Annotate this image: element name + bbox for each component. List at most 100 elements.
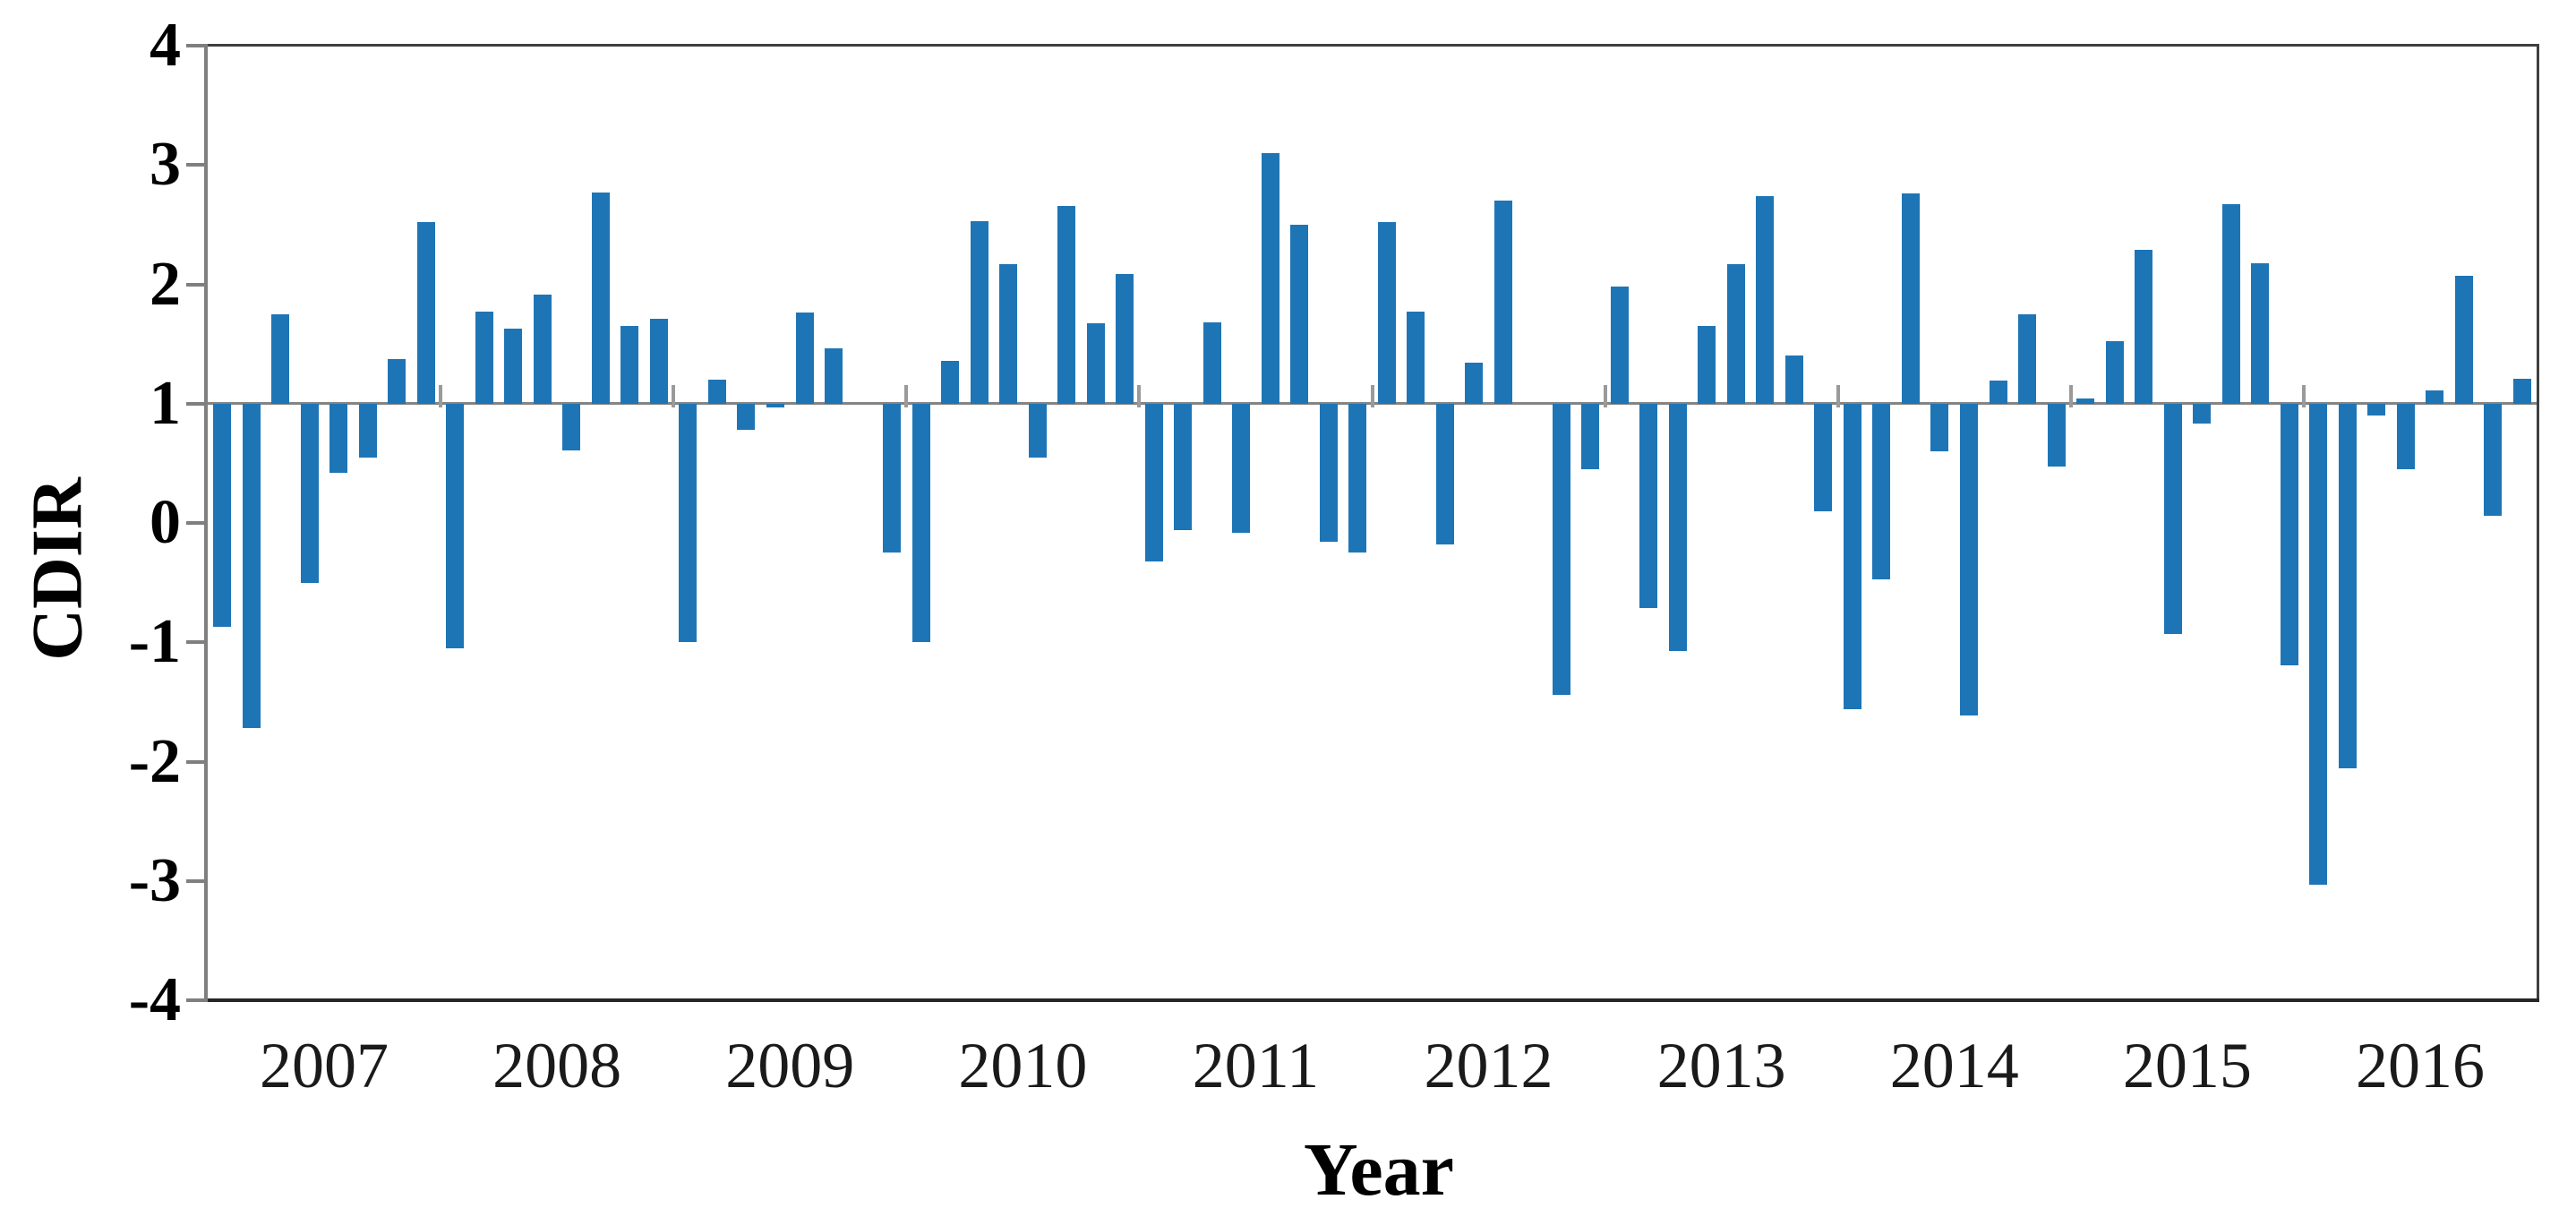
bar-2011-6 <box>1290 224 1309 404</box>
plot-border-top <box>205 44 2539 47</box>
bar-2007-8 <box>416 222 435 404</box>
x-tick-label-2008: 2008 <box>492 1030 622 1101</box>
bar-2016-1 <box>2309 403 2328 885</box>
x-tick-label-2013: 2013 <box>1656 1030 1786 1101</box>
y-tick-mark <box>186 282 206 287</box>
bar-2012-1 <box>1377 222 1396 404</box>
bar-2012-7 <box>1552 403 1570 695</box>
bar-2015-8 <box>2280 403 2298 665</box>
bar-2013-7 <box>1784 356 1803 404</box>
bar-2015-6 <box>2221 204 2240 404</box>
bar-2016-7 <box>2484 403 2503 516</box>
y-tick-mark <box>186 401 206 406</box>
bar-2014-5 <box>1960 403 1978 715</box>
bar-2015-2 <box>2105 341 2124 404</box>
x-tick-label-2012: 2012 <box>1424 1030 1553 1101</box>
y-tick-mark <box>186 640 206 645</box>
plot-area <box>208 46 2537 1000</box>
bar-2007-4 <box>300 403 319 583</box>
bar-2014-4 <box>1930 403 1949 452</box>
bar-2010-6 <box>1057 205 1076 404</box>
x-axis-title: Year <box>1304 1128 1454 1212</box>
bar-2010-3 <box>970 220 988 404</box>
y-tick-label: 3 <box>150 130 181 200</box>
bar-2008-2 <box>475 312 493 404</box>
y-tick-label: 0 <box>150 488 181 557</box>
bar-2011-7 <box>1319 403 1338 543</box>
bar-2007-6 <box>358 403 377 458</box>
y-tick-label: 1 <box>150 368 181 438</box>
bar-2008-8 <box>649 319 668 404</box>
year-boundary-tick <box>1836 384 1840 407</box>
bar-2011-8 <box>1348 403 1367 553</box>
y-tick-label: -3 <box>128 845 181 915</box>
year-boundary-tick <box>2301 384 2306 407</box>
bar-2014-2 <box>1872 403 1891 579</box>
bar-2011-5 <box>1261 152 1279 404</box>
bar-2015-4 <box>2163 403 2182 634</box>
bar-2013-1 <box>1610 287 1629 404</box>
bar-2008-6 <box>591 192 610 404</box>
y-tick-mark <box>186 163 206 167</box>
year-boundary-tick <box>904 384 909 407</box>
y-tick-mark <box>186 44 206 47</box>
bar-2014-7 <box>2018 313 2037 404</box>
y-tick-label: 2 <box>150 249 181 319</box>
bar-2015-5 <box>2193 403 2212 424</box>
bar-2016-4 <box>2396 403 2415 470</box>
bar-2007-2 <box>242 403 261 729</box>
y-axis-line <box>204 44 208 1002</box>
year-boundary-tick <box>1137 384 1142 407</box>
bar-2011-3 <box>1202 322 1221 404</box>
x-tick-label-2015: 2015 <box>2122 1030 2252 1101</box>
bar-2011-2 <box>1174 403 1193 530</box>
bar-2008-5 <box>562 403 581 450</box>
y-tick-label: -4 <box>128 965 181 1034</box>
bar-2014-1 <box>1843 403 1861 709</box>
plot-border-bottom <box>205 998 2539 1002</box>
y-tick-label: 4 <box>150 11 181 80</box>
bar-2012-8 <box>1581 403 1600 470</box>
bar-2010-5 <box>1028 403 1047 458</box>
bar-2009-6 <box>825 348 843 404</box>
bar-2010-4 <box>999 263 1018 404</box>
x-tick-label-2009: 2009 <box>725 1030 855 1101</box>
bar-2009-8 <box>883 403 902 553</box>
bar-2010-1 <box>911 403 930 643</box>
bar-2007-7 <box>388 359 407 404</box>
y-tick-mark <box>186 878 206 883</box>
bar-2009-3 <box>737 403 756 431</box>
bar-2009-4 <box>766 403 784 407</box>
bar-2012-2 <box>1407 312 1425 404</box>
bar-2013-4 <box>1698 326 1716 404</box>
bar-2014-3 <box>1901 193 1920 404</box>
bar-2008-7 <box>620 326 639 404</box>
y-axis-title: CDIR <box>18 477 98 661</box>
year-boundary-tick <box>2068 384 2073 407</box>
bar-2009-1 <box>679 403 697 643</box>
plot-border-right <box>2537 44 2539 1002</box>
y-tick-label: -1 <box>128 607 181 677</box>
bar-2011-4 <box>1232 403 1251 533</box>
bar-2014-8 <box>2047 403 2066 467</box>
bar-2016-6 <box>2454 276 2473 404</box>
y-tick-label: -2 <box>128 726 181 796</box>
bar-2010-8 <box>1116 273 1134 404</box>
bar-2015-7 <box>2251 262 2270 404</box>
x-tick-label-2007: 2007 <box>260 1030 389 1101</box>
bar-2010-7 <box>1086 323 1105 404</box>
bar-2016-2 <box>2338 403 2357 769</box>
year-boundary-tick <box>439 384 443 407</box>
bar-2009-5 <box>795 313 814 404</box>
bar-2009-2 <box>707 380 726 404</box>
bar-2013-3 <box>1668 403 1687 651</box>
bar-2008-3 <box>504 328 523 404</box>
bar-2015-3 <box>2135 249 2153 404</box>
x-tick-label-2010: 2010 <box>958 1030 1088 1101</box>
bar-2016-5 <box>2426 390 2444 404</box>
bar-2007-3 <box>271 313 290 404</box>
bar-2016-8 <box>2512 378 2531 404</box>
bar-2016-3 <box>2367 403 2386 416</box>
bar-2008-4 <box>533 295 552 404</box>
